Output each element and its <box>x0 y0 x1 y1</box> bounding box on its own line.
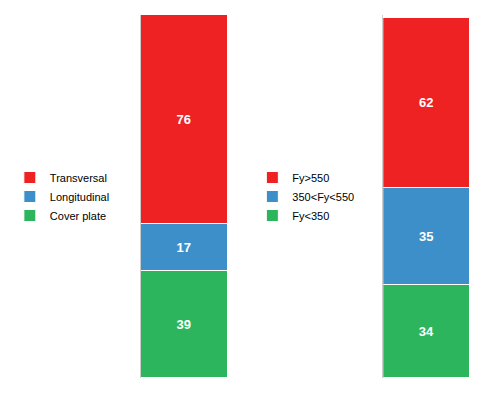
svg-text:350<Fy<550: 350<Fy<550 <box>292 191 354 203</box>
svg-text:Longitudinal: Longitudinal <box>50 191 109 203</box>
svg-text:39: 39 <box>177 317 191 332</box>
svg-text:76: 76 <box>177 112 191 127</box>
svg-text:Fy>550: Fy>550 <box>292 172 329 184</box>
svg-text:34: 34 <box>419 324 434 339</box>
svg-text:Transversal: Transversal <box>50 172 107 184</box>
svg-text:17: 17 <box>177 240 191 255</box>
svg-text:35: 35 <box>419 229 433 244</box>
svg-text:Fy<350: Fy<350 <box>292 210 329 222</box>
svg-text:Cover plate: Cover plate <box>50 210 106 222</box>
svg-text:62: 62 <box>419 95 433 110</box>
